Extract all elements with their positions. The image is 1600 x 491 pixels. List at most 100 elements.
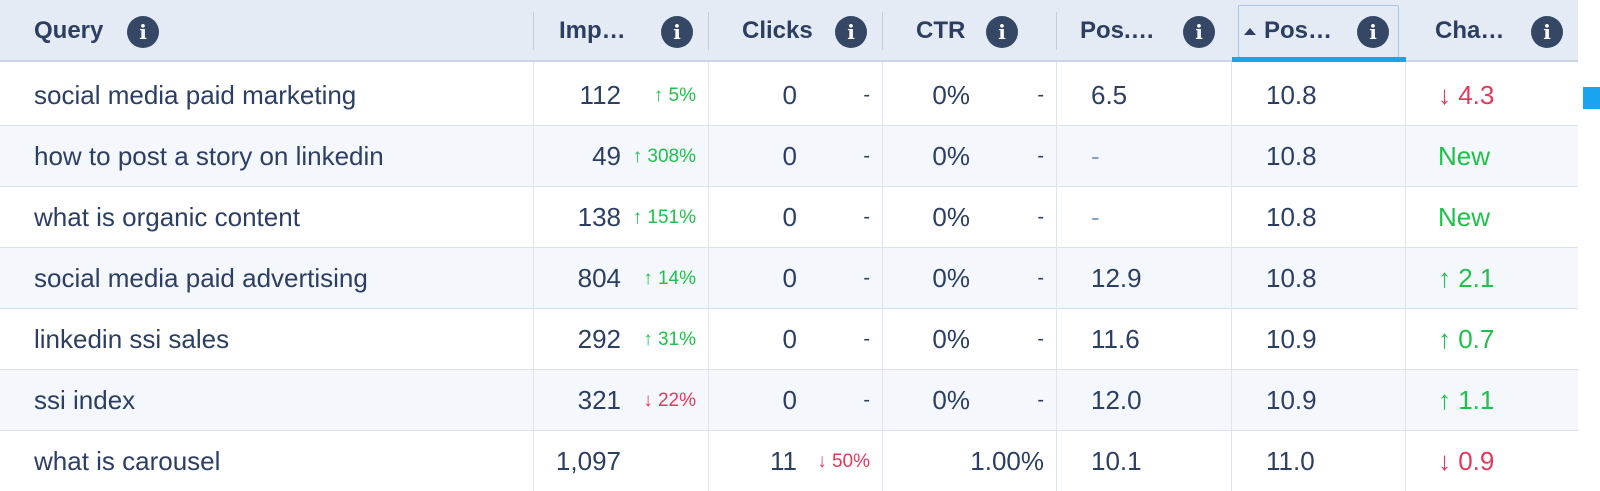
position-value: 10.8	[1266, 263, 1317, 293]
column-header-position[interactable]: Pos…	[1264, 0, 1332, 62]
ctr-value: 0%	[932, 80, 970, 110]
query-cell: ssi index	[34, 385, 136, 415]
table-row[interactable]: social media paid marketing 112 ↑ 5% 0 - 0% - 6…	[0, 65, 1578, 126]
position-value: 10.8	[1266, 80, 1317, 110]
query-cell: linkedin ssi sales	[34, 324, 230, 354]
column-divider[interactable]	[708, 12, 709, 50]
column-header-position-previous[interactable]: Pos.…	[1080, 0, 1155, 62]
column-header-label: Clicks	[742, 17, 813, 44]
clicks-value: 0	[782, 80, 797, 110]
impressions-value: 112	[579, 80, 621, 110]
column-header-change[interactable]: Cha…	[1435, 0, 1504, 62]
sort-indicator-bar	[1232, 57, 1406, 62]
column-header-clicks[interactable]: Clicks	[742, 0, 813, 62]
position-value: 10.8	[1266, 141, 1317, 171]
ctr-value: 1.00%	[970, 446, 1044, 476]
column-header-label: Cha…	[1435, 17, 1505, 44]
table-row[interactable]: ssi index 321 ↓ 22% 0 - 0% - 12.0 10.9 ↑ 1.1	[0, 370, 1578, 431]
column-divider	[1231, 62, 1232, 491]
table-row[interactable]: social media paid advertising 804 ↑ 14% 0 - 0…	[0, 248, 1578, 309]
position-previous-value: 12.0	[1091, 385, 1142, 415]
query-cell: social media paid advertising	[34, 263, 368, 293]
clicks-value: 0	[782, 263, 797, 293]
info-icon[interactable]: i	[1357, 16, 1389, 48]
column-divider	[1056, 62, 1057, 491]
query-cell: social media paid marketing	[34, 80, 357, 110]
column-divider	[708, 62, 709, 491]
clicks-change: -	[863, 84, 870, 106]
impressions-value: 804	[577, 263, 621, 293]
position-previous-value: -	[1091, 202, 1100, 232]
ctr-change: -	[1037, 84, 1044, 106]
query-cell: how to post a story on linkedin	[34, 141, 384, 171]
table-row[interactable]: how to post a story on linkedin 49 ↑ 308% 0…	[0, 126, 1578, 187]
position-change-value: ↓ 0.9	[1438, 446, 1495, 476]
ctr-change: -	[1037, 328, 1044, 350]
table-row[interactable]: what is carousel 1,097 11 ↓ 50% 1.00% 10.1 11.…	[0, 431, 1578, 491]
ctr-value: 0%	[932, 324, 970, 354]
position-previous-value: 11.6	[1091, 324, 1140, 354]
table-row[interactable]: what is organic content 138 ↑ 151% 0 - 0% - - 10…	[0, 187, 1578, 248]
column-divider	[533, 62, 534, 491]
clicks-change: -	[863, 328, 870, 350]
position-previous-value: 12.9	[1091, 263, 1142, 293]
impressions-change: ↑ 5%	[653, 84, 696, 106]
clicks-value: 0	[782, 385, 797, 415]
position-change-value: ↑ 1.1	[1438, 385, 1495, 415]
impressions-value: 1,097	[555, 446, 621, 476]
clicks-change: -	[863, 206, 870, 228]
column-header-ctr[interactable]: CTR	[916, 0, 965, 62]
table-row[interactable]: linkedin ssi sales 292 ↑ 31% 0 - 0% - 11.6 10.9 ↑…	[0, 309, 1578, 370]
position-previous-value: 6.5	[1091, 80, 1128, 110]
sort-ascending-icon[interactable]	[1244, 28, 1256, 35]
position-value: 11.0	[1266, 446, 1315, 476]
clicks-value: 0	[782, 202, 797, 232]
column-divider[interactable]	[1056, 12, 1057, 50]
clicks-value: 11	[770, 446, 797, 476]
position-value: 10.9	[1266, 324, 1317, 354]
query-cell: what is organic content	[34, 202, 300, 232]
info-icon[interactable]: i	[1531, 16, 1563, 48]
column-header-label: Pos.…	[1080, 17, 1155, 44]
position-change-value: New	[1438, 202, 1491, 232]
position-change-value: ↑ 2.1	[1438, 263, 1495, 293]
info-icon[interactable]: i	[1183, 16, 1215, 48]
info-icon[interactable]: i	[986, 16, 1018, 48]
column-header-label: Imp…	[559, 17, 626, 44]
impressions-change: ↓ 22%	[643, 389, 696, 411]
column-divider[interactable]	[882, 12, 883, 50]
column-divider[interactable]	[533, 12, 534, 50]
ctr-change: -	[1037, 267, 1044, 289]
ctr-change: -	[1037, 145, 1044, 167]
ctr-value: 0%	[932, 202, 970, 232]
ctr-change: -	[1037, 206, 1044, 228]
scrollbar-thumb[interactable]	[1583, 87, 1600, 109]
info-icon[interactable]: i	[127, 16, 159, 48]
query-cell: what is carousel	[34, 446, 221, 476]
column-divider	[882, 62, 883, 491]
clicks-value: 0	[782, 141, 797, 171]
position-change-value: ↑ 0.7	[1438, 324, 1495, 354]
position-previous-value: -	[1091, 141, 1100, 171]
ctr-value: 0%	[932, 141, 970, 171]
column-divider	[1405, 62, 1406, 491]
impressions-change: ↑ 14%	[643, 267, 696, 289]
position-value: 10.9	[1266, 385, 1317, 415]
column-header-impressions[interactable]: Imp…	[559, 0, 626, 62]
column-header-query[interactable]: Query	[34, 0, 103, 62]
clicks-value: 0	[782, 324, 797, 354]
position-change-value: ↓ 4.3	[1438, 80, 1495, 110]
impressions-value: 321	[577, 385, 621, 415]
impressions-value: 138	[577, 202, 621, 232]
info-icon[interactable]: i	[835, 16, 867, 48]
impressions-change: ↑ 308%	[632, 145, 696, 167]
info-icon[interactable]: i	[661, 16, 693, 48]
clicks-change: ↓ 50%	[817, 450, 870, 472]
column-header-label: Query	[34, 17, 104, 44]
position-change-value: New	[1438, 141, 1491, 171]
ctr-change: -	[1037, 389, 1044, 411]
table-header: Query i Imp… i Clicks i CTR i Pos.… i Po…	[0, 0, 1578, 62]
ctr-value: 0%	[932, 263, 970, 293]
impressions-change: ↑ 31%	[643, 328, 696, 350]
clicks-change: -	[863, 267, 870, 289]
